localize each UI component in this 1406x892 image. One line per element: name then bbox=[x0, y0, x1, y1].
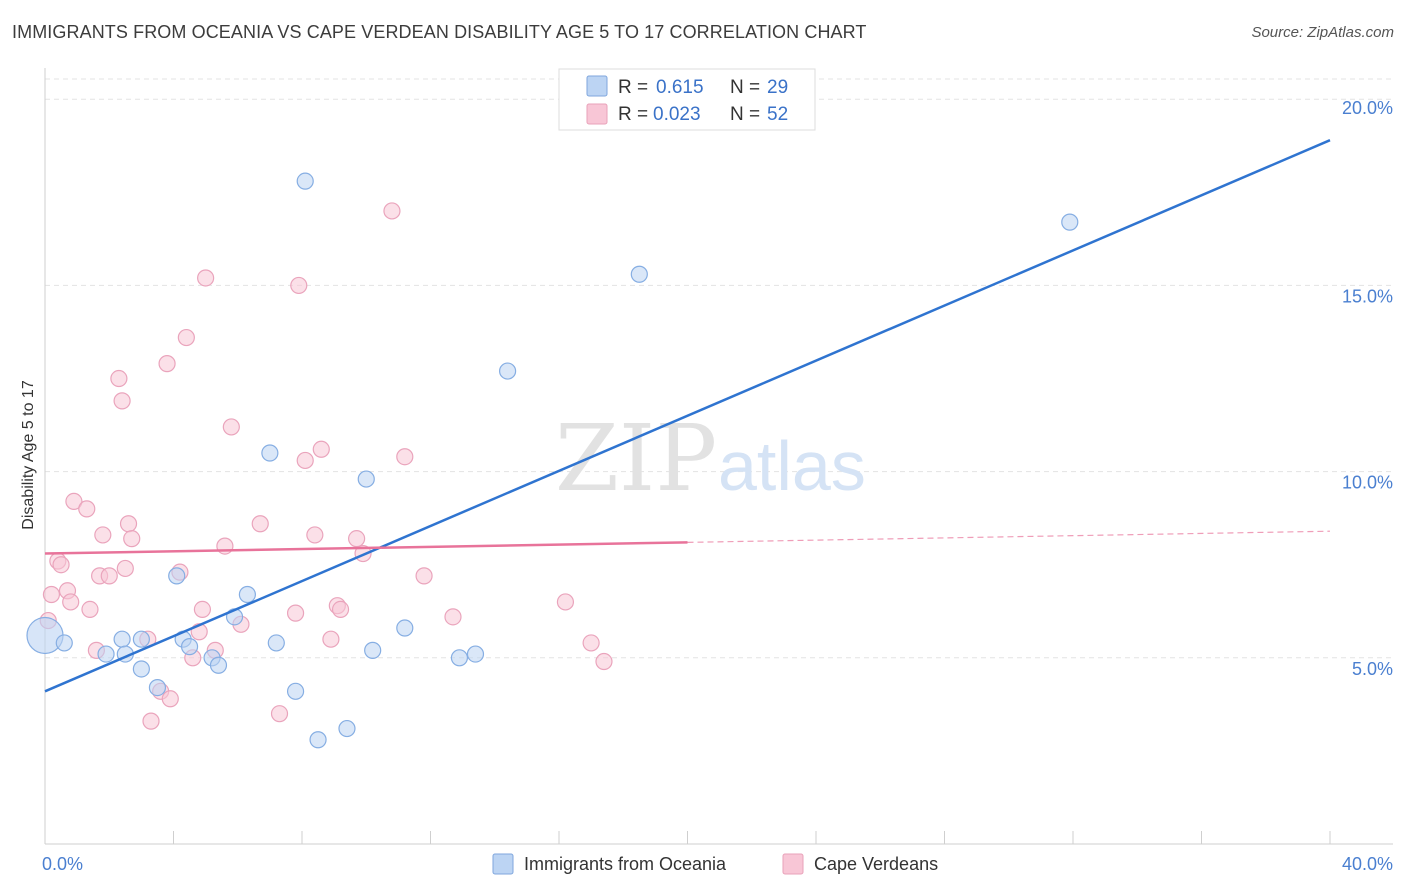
trend-line-cape-verdean-1 bbox=[44, 541, 688, 555]
point-cape-verdean-19 bbox=[142, 712, 160, 730]
point-cape-verdean-13 bbox=[110, 369, 128, 388]
legend-n-value-1: 29 bbox=[767, 77, 788, 98]
point-cape-verdean-35 bbox=[286, 604, 305, 622]
point-oceania-16 bbox=[267, 634, 285, 652]
point-cape-verdean-5 bbox=[62, 593, 80, 611]
point-cape-verdean-21 bbox=[158, 355, 176, 373]
y-tick-label-0: 5.0% bbox=[1352, 659, 1393, 679]
point-oceania-23 bbox=[396, 619, 414, 637]
trend-lines bbox=[44, 139, 1331, 693]
legend-r-label-2: R = bbox=[618, 104, 648, 125]
point-cape-verdean-40 bbox=[322, 630, 340, 648]
point-oceania-19 bbox=[309, 731, 327, 749]
point-oceania-18 bbox=[296, 172, 314, 190]
watermark: ZIP atlas bbox=[555, 405, 866, 512]
point-oceania-21 bbox=[357, 470, 375, 488]
point-oceania-1 bbox=[55, 634, 73, 652]
point-cape-verdean-11 bbox=[94, 526, 112, 544]
point-oceania-20 bbox=[338, 719, 356, 738]
x-tick-label-min: 0.0% bbox=[42, 854, 83, 874]
y-tick-label-1: 10.0% bbox=[1342, 473, 1393, 493]
point-cape-verdean-42 bbox=[331, 600, 350, 619]
watermark-atlas: atlas bbox=[718, 427, 866, 505]
point-cape-verdean-22 bbox=[161, 690, 179, 708]
watermark-zip: ZIP bbox=[555, 405, 717, 512]
point-cape-verdean-3 bbox=[52, 556, 70, 574]
point-cape-verdean-28 bbox=[197, 269, 215, 287]
y-tick-label-3: 20.0% bbox=[1342, 98, 1393, 118]
point-oceania-9 bbox=[168, 567, 186, 585]
point-cape-verdean-14 bbox=[113, 392, 131, 410]
point-cape-verdean-51 bbox=[595, 652, 613, 671]
point-cape-verdean-34 bbox=[270, 705, 289, 723]
point-cape-verdean-24 bbox=[177, 328, 195, 347]
point-cape-verdean-48 bbox=[444, 608, 462, 626]
data-points bbox=[26, 172, 1079, 749]
point-cape-verdean-15 bbox=[116, 559, 134, 578]
point-oceania-10 bbox=[180, 638, 199, 656]
point-cape-verdean-36 bbox=[290, 276, 308, 295]
point-cape-verdean-45 bbox=[383, 202, 401, 220]
point-oceania-17 bbox=[286, 682, 305, 700]
legend-swatch-pink bbox=[586, 103, 608, 125]
point-cape-verdean-33 bbox=[251, 515, 269, 533]
legend-n-value-2: 52 bbox=[767, 104, 788, 125]
source-label: Source: ZipAtlas.com bbox=[1251, 24, 1394, 41]
y-tick-label-2: 15.0% bbox=[1342, 286, 1393, 306]
point-oceania-26 bbox=[499, 362, 517, 380]
point-oceania-14 bbox=[238, 585, 256, 604]
point-cape-verdean-43 bbox=[348, 530, 366, 548]
point-cape-verdean-39 bbox=[312, 440, 330, 458]
point-oceania-22 bbox=[364, 641, 382, 659]
point-cape-verdean-47 bbox=[415, 567, 433, 585]
series-label-oceania: Immigrants from Oceania bbox=[524, 854, 727, 874]
point-oceania-3 bbox=[113, 630, 131, 648]
y-tick-labels: 5.0% 10.0% 15.0% 20.0% bbox=[1342, 98, 1393, 679]
axes bbox=[44, 68, 1393, 845]
point-oceania-6 bbox=[132, 660, 150, 678]
point-cape-verdean-16 bbox=[119, 515, 138, 533]
point-oceania-27 bbox=[630, 265, 648, 283]
point-cape-verdean-1 bbox=[42, 585, 61, 604]
trend-line-cape-verdean-2 bbox=[687, 530, 1331, 543]
legend-n-label-2: N = bbox=[730, 104, 760, 125]
legend-r-value-1: 0.615 bbox=[656, 77, 704, 98]
point-oceania-2 bbox=[97, 645, 115, 663]
point-cape-verdean-50 bbox=[582, 634, 600, 652]
point-cape-verdean-7 bbox=[78, 500, 96, 518]
point-oceania-28 bbox=[1061, 213, 1079, 231]
chart-title: IMMIGRANTS FROM OCEANIA VS CAPE VERDEAN … bbox=[12, 22, 867, 42]
point-cape-verdean-49 bbox=[556, 593, 575, 611]
point-cape-verdean-17 bbox=[123, 530, 141, 548]
series-swatch-cape-verdeans bbox=[782, 853, 804, 875]
stats-legend: R = 0.615 N = 29 R = 0.023 N = 52 bbox=[558, 68, 816, 131]
point-oceania-7 bbox=[148, 678, 167, 697]
gridlines bbox=[45, 78, 1393, 659]
legend-r-label-1: R = bbox=[618, 77, 648, 98]
point-cape-verdean-38 bbox=[306, 526, 324, 544]
point-oceania-15 bbox=[261, 444, 279, 462]
point-cape-verdean-37 bbox=[296, 451, 314, 470]
x-tick-labels: 0.0% 40.0% bbox=[42, 854, 1393, 874]
legend-r-value-2: 0.023 bbox=[653, 104, 701, 125]
legend-n-label-1: N = bbox=[730, 77, 760, 98]
series-swatch-oceania bbox=[492, 853, 514, 875]
point-oceania-24 bbox=[450, 649, 469, 667]
x-tick-label-max: 40.0% bbox=[1342, 854, 1393, 874]
series-label-cape-verdeans: Cape Verdeans bbox=[814, 854, 938, 874]
point-oceania-5 bbox=[132, 630, 150, 648]
point-cape-verdean-46 bbox=[396, 448, 414, 466]
point-cape-verdean-31 bbox=[222, 418, 240, 436]
legend-swatch-blue bbox=[586, 75, 608, 97]
point-cape-verdean-12 bbox=[100, 567, 118, 585]
point-oceania-12 bbox=[209, 656, 228, 674]
point-oceania-25 bbox=[466, 645, 485, 663]
trend-line-oceania-0 bbox=[44, 139, 1331, 693]
y-axis-title: Disability Age 5 to 17 bbox=[20, 380, 37, 530]
point-cape-verdean-27 bbox=[193, 600, 212, 619]
point-cape-verdean-8 bbox=[81, 600, 99, 619]
point-cape-verdean-6 bbox=[65, 492, 83, 511]
series-legend: Immigrants from Oceania Cape Verdeans bbox=[492, 853, 938, 875]
